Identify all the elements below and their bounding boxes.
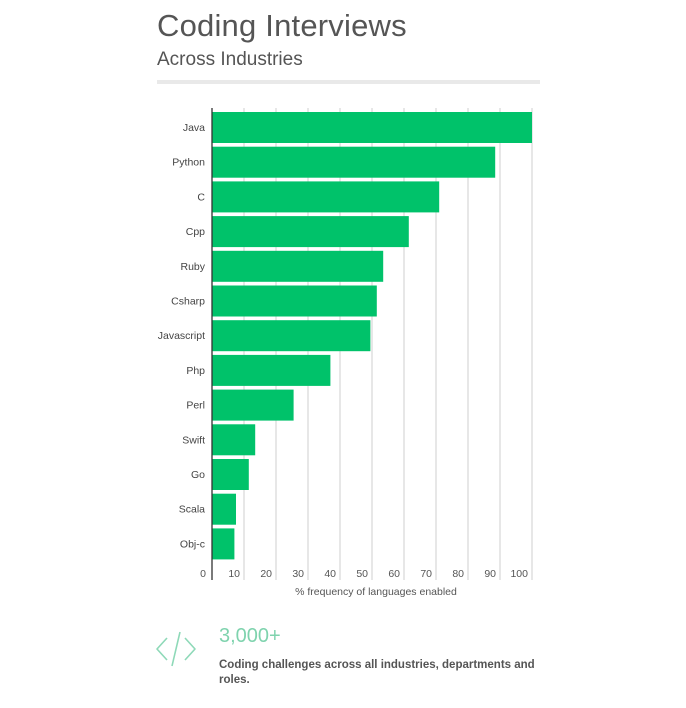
x-tick-label: 20 [260, 568, 272, 580]
bar-swift [212, 424, 256, 456]
page-subtitle: Across Industries [157, 49, 303, 70]
x-tick-label: 90 [484, 568, 496, 580]
code-icon [156, 631, 196, 667]
bars [212, 112, 532, 560]
x-tick-label: 70 [420, 568, 432, 580]
category-label: Obj-c [180, 538, 205, 550]
page-title: Coding Interviews [157, 8, 407, 43]
x-tick-label: 50 [356, 568, 368, 580]
stat-description: Coding challenges across all industries,… [219, 659, 535, 686]
x-tick-label: 10 [228, 568, 240, 580]
bar-php [212, 354, 331, 386]
stat-number: 3,000+ [219, 625, 281, 647]
category-label: Python [172, 157, 205, 169]
x-tick-labels: 0 10 20 30 40 50 60 70 80 90 100 [200, 568, 528, 580]
category-label: Go [191, 469, 205, 481]
bar-cpp [212, 216, 409, 248]
bar-perl [212, 389, 294, 421]
category-label: Perl [186, 400, 205, 412]
category-label: C [197, 191, 205, 203]
bar-csharp [212, 285, 377, 317]
bar-c [212, 181, 440, 213]
x-tick-label: 80 [452, 568, 464, 580]
bar-chart: Java Python C Cpp Ruby Csharp Javascript Php Per… [158, 108, 533, 598]
bar-python [212, 146, 496, 178]
category-label: Cpp [186, 226, 205, 238]
x-tick-label: 0 [200, 568, 206, 580]
category-label: Ruby [180, 261, 205, 273]
x-tick-label: 40 [324, 568, 336, 580]
category-label: Swift [182, 434, 205, 446]
bar-ruby [212, 250, 384, 282]
bar-obj-c [212, 528, 235, 560]
bar-javascript [212, 320, 371, 352]
x-tick-label: 60 [388, 568, 400, 580]
category-label: Php [186, 365, 205, 377]
x-tick-label: 30 [292, 568, 304, 580]
divider [157, 80, 540, 84]
bar-java [212, 112, 532, 143]
category-label: Javascript [158, 330, 205, 342]
category-label: Java [183, 122, 205, 134]
x-tick-label: 100 [510, 568, 528, 580]
bar-go [212, 459, 249, 490]
category-label: Csharp [171, 296, 205, 308]
x-axis-label: % frequency of languages enabled [295, 586, 457, 598]
category-label: Scala [179, 504, 205, 516]
bar-scala [212, 493, 236, 525]
category-labels: Java Python C Cpp Ruby Csharp Javascript Php Per… [158, 122, 206, 550]
